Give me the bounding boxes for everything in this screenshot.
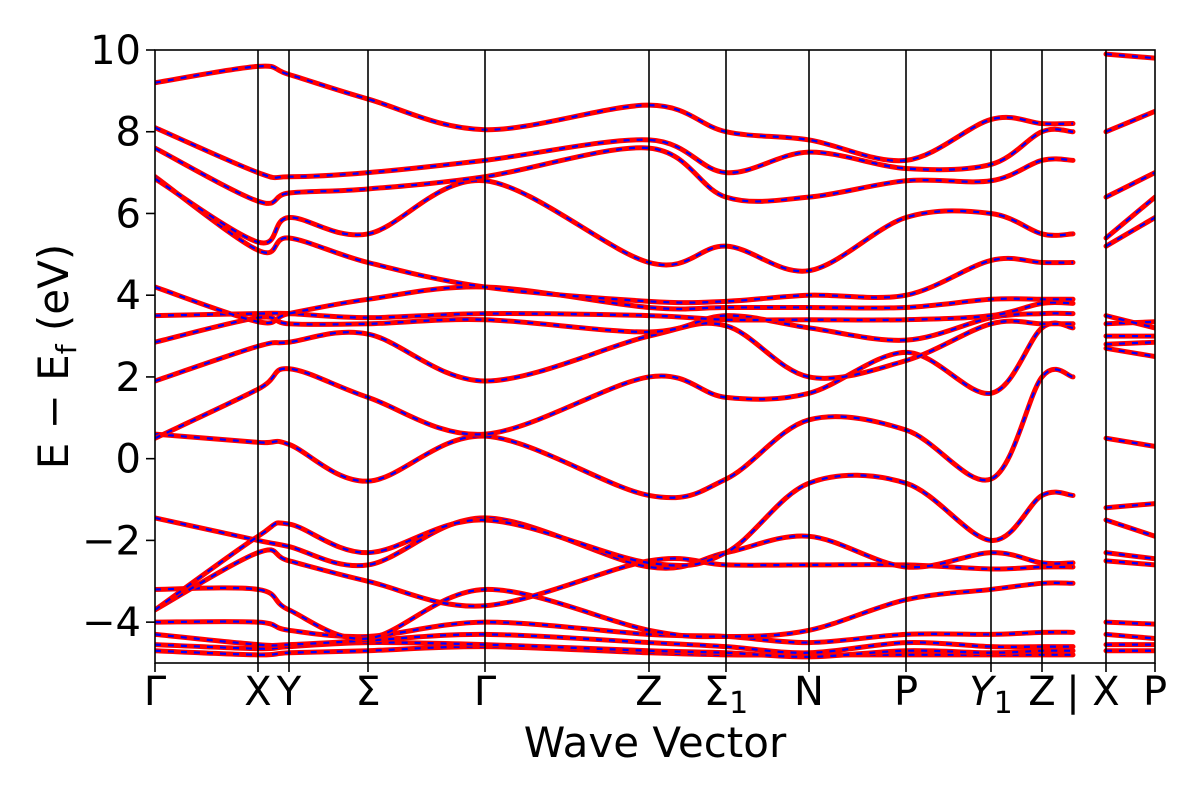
plot-frame — [154, 49, 1156, 664]
y-tick-label: 0 — [116, 437, 141, 483]
x-tick-label: X — [244, 669, 271, 715]
band-line-overlay — [1105, 314, 1155, 329]
band-line-overlay — [1105, 171, 1155, 199]
band-line-overlay — [155, 633, 1073, 654]
x-tick-label: Σ1 — [704, 669, 748, 721]
band-line-overlay — [1105, 551, 1155, 560]
band-line-overlay — [1105, 341, 1155, 346]
y-tick-label: 2 — [116, 355, 141, 401]
band-line — [155, 174, 1076, 306]
band-line-overlay — [155, 516, 1074, 570]
x-tick-label: P — [1143, 669, 1167, 715]
band-line-overlay — [155, 285, 1073, 324]
band-line-overlay — [155, 548, 1074, 611]
band-line-overlay — [1105, 347, 1155, 358]
y-axis-label-main: E − E — [29, 354, 78, 469]
band-line — [155, 472, 1076, 613]
x-axis-label: Wave Vector — [524, 718, 787, 767]
kpoint-lines — [257, 50, 1107, 663]
x-tick-label: | — [1066, 669, 1079, 715]
band-line-overlay — [1105, 52, 1155, 60]
y-tick-label: −2 — [82, 518, 141, 564]
y-axis-ticks: −4 −2 0 2 4 6 8 10 — [82, 28, 155, 646]
band-line-overlay — [1105, 633, 1155, 640]
band-line-overlay — [1105, 437, 1155, 448]
band-line-overlay — [1105, 518, 1155, 538]
band-line-overlay — [155, 64, 1074, 162]
x-tick-label: Z — [1028, 669, 1055, 715]
x-axis-ticks: Γ X Y Σ Γ Z Σ1 N P Y1 Z | X P — [144, 663, 1167, 721]
y-axis-label: E − Ef (eV) — [29, 244, 83, 470]
y-tick-label: 6 — [116, 191, 141, 237]
band-line-overlay — [155, 474, 1074, 611]
x-tick-label: Z — [635, 669, 662, 715]
band-line-overlay — [155, 175, 1074, 304]
x-tick-label: Y — [276, 669, 302, 715]
bands-layer — [155, 51, 1155, 660]
x-tick-label: Γ — [474, 669, 497, 715]
y-tick-label: 10 — [90, 28, 141, 74]
band-line-overlay — [1105, 502, 1155, 509]
x-tick-label: Y1 — [969, 669, 1013, 721]
band-line-overlay — [1105, 216, 1155, 248]
band-line-overlay — [1105, 559, 1155, 567]
x-tick-label: Σ — [355, 669, 380, 715]
band-line-overlay — [155, 146, 1074, 205]
y-axis-label-unit: (eV) — [29, 244, 78, 345]
x-tick-label: P — [894, 669, 918, 715]
x-tick-label: X — [1092, 669, 1119, 715]
y-tick-label: 8 — [116, 110, 141, 156]
band-line — [155, 63, 1076, 164]
band-line-overlay — [155, 126, 1074, 179]
y-tick-label: −4 — [82, 600, 141, 646]
band-line-overlay — [1105, 320, 1155, 325]
band-line-overlay — [155, 620, 1074, 644]
band-line — [155, 310, 1076, 345]
y-axis-label-sub: f — [50, 343, 83, 354]
y-tick-label: 4 — [116, 273, 141, 319]
band-line-overlay — [1105, 196, 1155, 239]
band-line-overlay — [1105, 621, 1155, 626]
band-line-overlay — [1105, 110, 1155, 133]
x-tick-label: Γ — [144, 669, 167, 715]
x-tick-label: N — [794, 669, 824, 715]
